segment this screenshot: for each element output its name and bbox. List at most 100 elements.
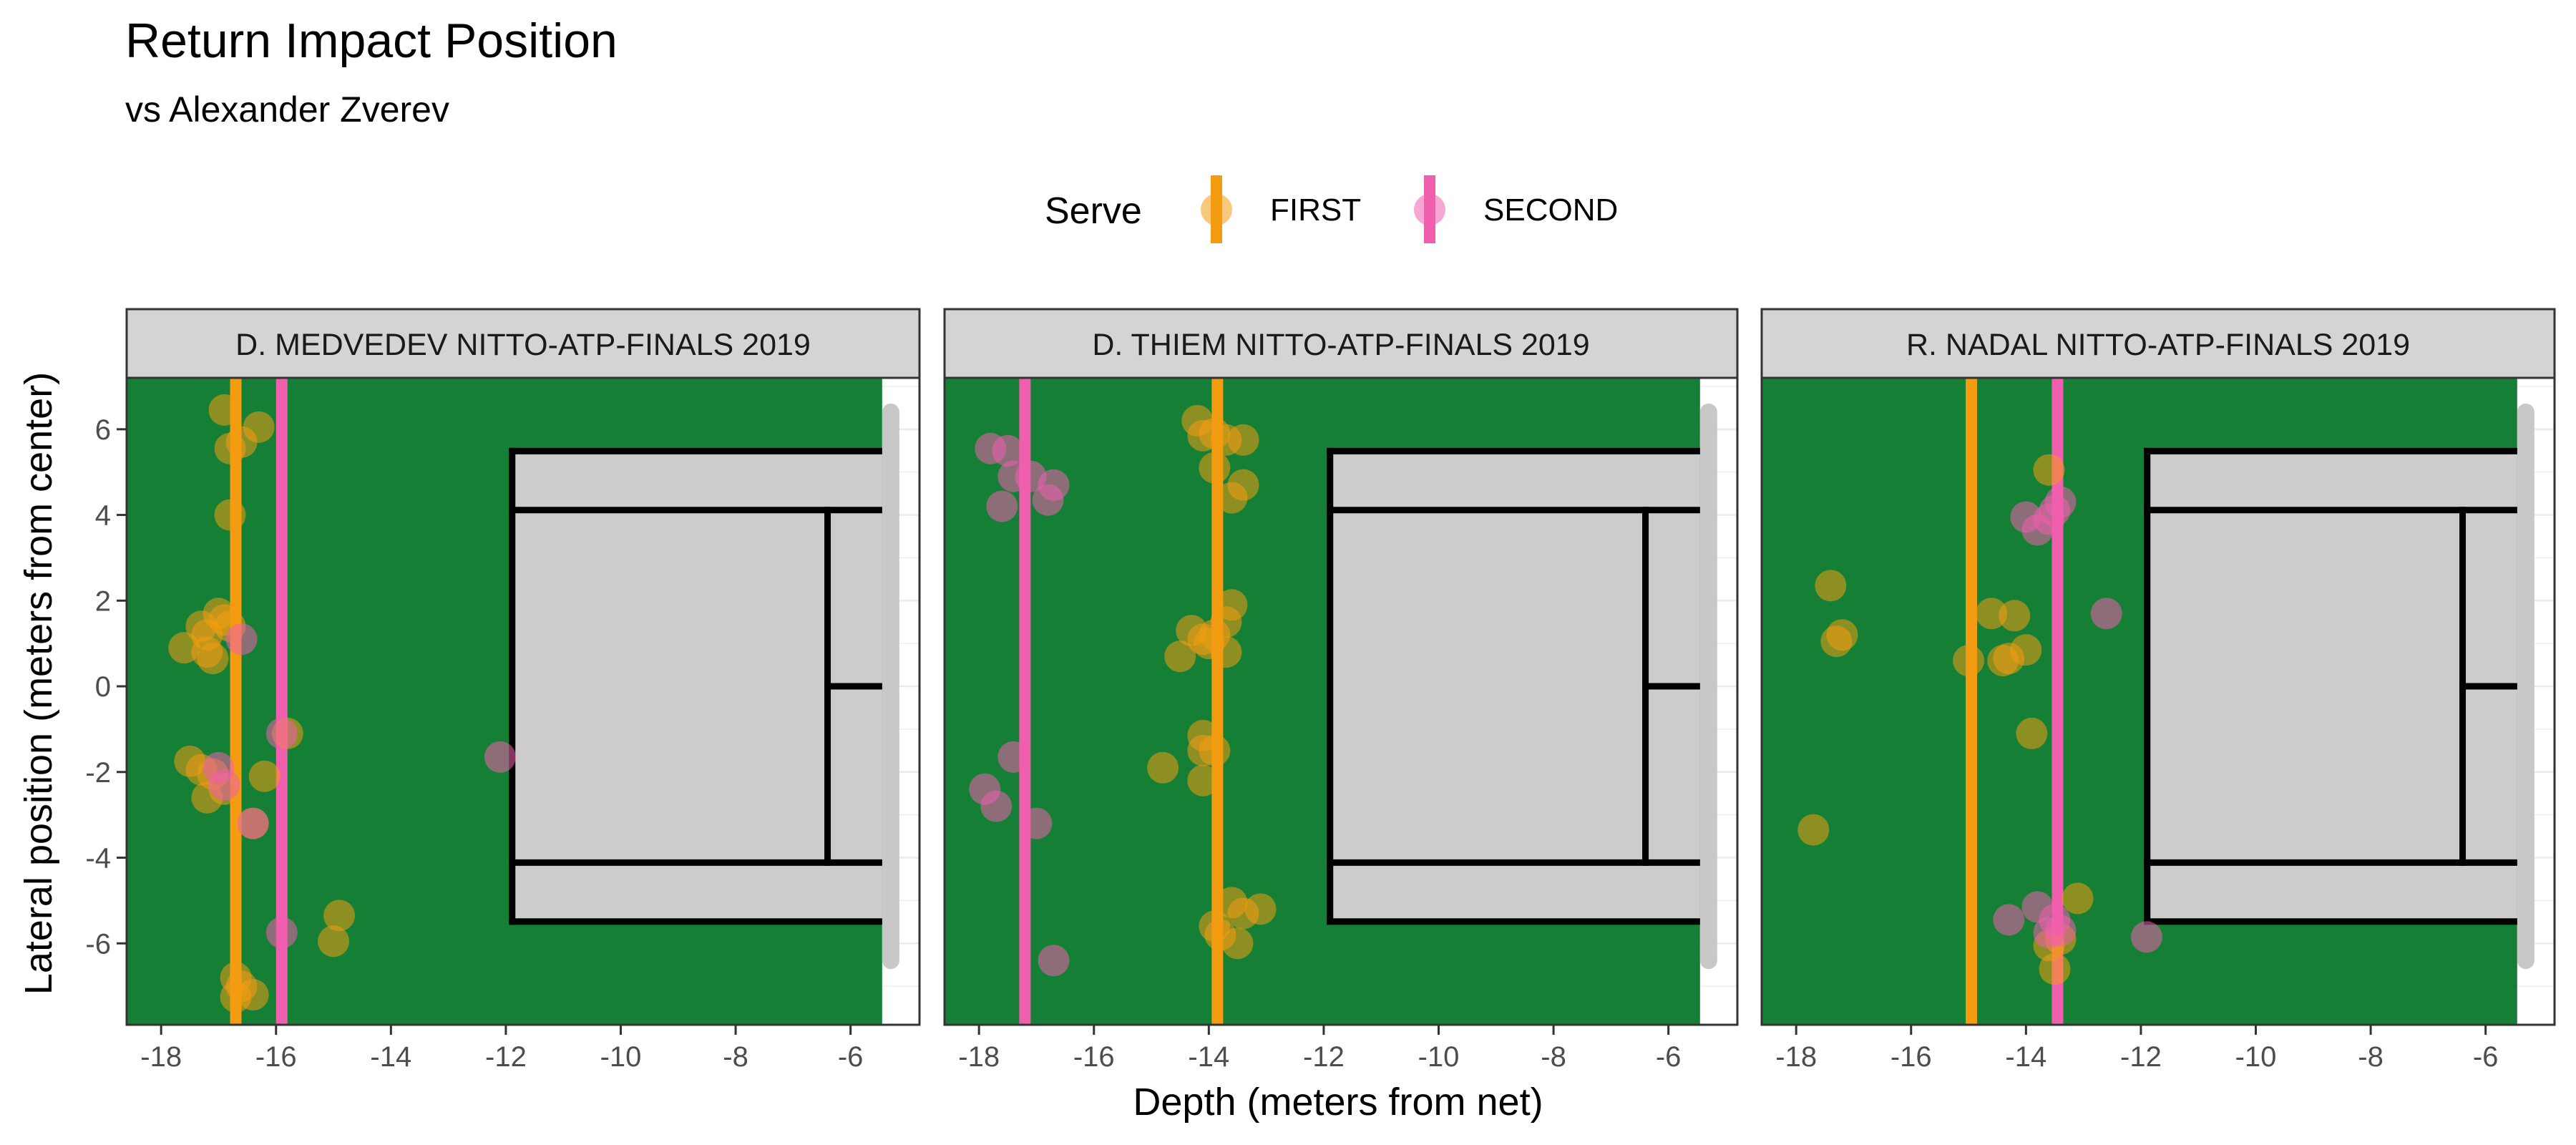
x-tick-label: -14 [2005,1041,2046,1073]
first-serve-point [1187,764,1219,796]
first-serve-point [2016,717,2048,749]
facet-strip [1760,308,2556,379]
facet-strip-label: D. THIEM NITTO-ATP-FINALS 2019 [1092,328,1589,362]
second-serve-point [986,490,1018,522]
x-axis-title: Depth (meters from net) [1133,1081,1543,1124]
x-tick-label: -16 [255,1041,297,1073]
x-tick-label: -8 [1541,1041,1566,1073]
second-serve-point [1020,807,1053,839]
x-tick-label: -18 [958,1041,1000,1073]
chart-title: Return Impact Position [125,14,618,68]
x-tick-label: -10 [600,1041,642,1073]
y-tick-label: 2 [95,585,111,617]
first-serve-point [1815,570,1847,602]
x-tick-label: -8 [723,1041,748,1073]
x-tick-label: -12 [1303,1041,1345,1073]
x-tick-label: -18 [1775,1041,1817,1073]
x-tick-label: -10 [1418,1041,1460,1073]
legend-first-label: FIRST [1270,193,1361,228]
first-serve-point [1199,452,1231,484]
facet-panels: D. MEDVEDEV NITTO-ATP-FINALS 2019 -18 -16 -… [85,308,2556,1073]
first-serve-point [1164,640,1196,673]
x-tick-label: -12 [2120,1041,2162,1073]
first-serve-point [1976,598,2008,630]
x-tick-label: -16 [1073,1041,1115,1073]
facet-panel-3: R. NADAL NITTO-ATP-FINALS 2019 -18 -16 -14 -… [1760,308,2556,1073]
facet-panel-2: D. THIEM NITTO-ATP-FINALS 2019 -18 -16 -14 -… [943,308,1739,1073]
x-tick-label: -8 [2358,1041,2384,1073]
panel-border [943,376,1739,1026]
first-serve-point [2062,882,2094,915]
x-tick-label: -6 [2473,1041,2499,1073]
first-serve-point [2033,454,2065,486]
second-serve-point [2130,921,2162,953]
first-serve-point [2039,953,2071,985]
second-serve-point [265,717,298,749]
second-serve-point [980,790,1013,822]
panel-border [1760,376,2556,1026]
second-serve-point [237,807,269,839]
x-tick-label: -10 [2235,1041,2277,1073]
second-serve-point [1032,484,1064,516]
first-serve-point [1199,734,1231,766]
y-tick-label: 6 [95,414,111,446]
x-tick-label: -6 [838,1041,864,1073]
facet-strip-label: R. NADAL NITTO-ATP-FINALS 2019 [1906,328,2410,362]
first-serve-point [323,900,356,932]
second-serve-point [484,741,516,773]
x-tick-label: -14 [370,1041,411,1073]
first-serve-point [237,979,269,1011]
y-tick-label: 0 [95,671,111,703]
legend-second-label: SECOND [1483,193,1618,228]
legend-second-dot [1414,194,1445,225]
first-serve-point [1227,469,1259,501]
first-serve-point [208,394,240,426]
first-serve-point [1953,645,1985,677]
first-serve-point [1147,751,1179,784]
first-serve-point [197,643,229,675]
second-serve-point [265,917,298,949]
first-serve-point [214,499,246,531]
second-serve-point [997,741,1030,773]
second-serve-point [2039,494,2071,527]
first-serve-point [1221,927,1254,960]
first-serve-point [1244,893,1277,925]
first-serve-point [1210,636,1242,668]
facet-strip [943,308,1739,379]
court-surface [1330,451,1700,922]
first-serve-point [1797,814,1830,846]
x-tick-label: -12 [485,1041,527,1073]
court-surface [2147,451,2517,922]
second-serve-point [1993,904,2025,936]
first-serve-point [2010,634,2042,666]
second-serve-point [225,623,258,656]
facet-panel-1: D. MEDVEDEV NITTO-ATP-FINALS 2019 -18 -16 -… [85,308,921,1073]
second-serve-point [992,434,1024,467]
first-serve-point [1820,625,1853,658]
facet-strip [125,308,921,379]
first-serve-point [318,925,350,958]
second-serve-point [203,751,235,784]
first-serve-point [248,760,280,792]
x-tick-label: -18 [140,1041,182,1073]
first-serve-point [1999,600,2031,632]
second-serve-point [2033,917,2065,949]
court-surface [512,451,882,922]
first-serve-point [1227,424,1259,456]
second-serve-point [2090,598,2122,630]
chart-subtitle: vs Alexander Zverev [125,89,449,130]
x-tick-label: -14 [1188,1041,1229,1073]
first-serve-point [214,432,246,464]
legend: Serve FIRST SECOND [1045,175,1618,243]
second-serve-point [1038,945,1070,977]
y-tick-label: -2 [85,757,111,789]
legend-title: Serve [1045,190,1142,232]
panel-border [125,376,921,1026]
y-tick-label: -4 [85,843,111,874]
legend-first-dot [1201,194,1232,225]
x-tick-label: -6 [1656,1041,1682,1073]
y-tick-label: -6 [85,928,111,960]
facet-strip-label: D. MEDVEDEV NITTO-ATP-FINALS 2019 [235,328,811,362]
x-tick-label: -16 [1890,1041,1932,1073]
